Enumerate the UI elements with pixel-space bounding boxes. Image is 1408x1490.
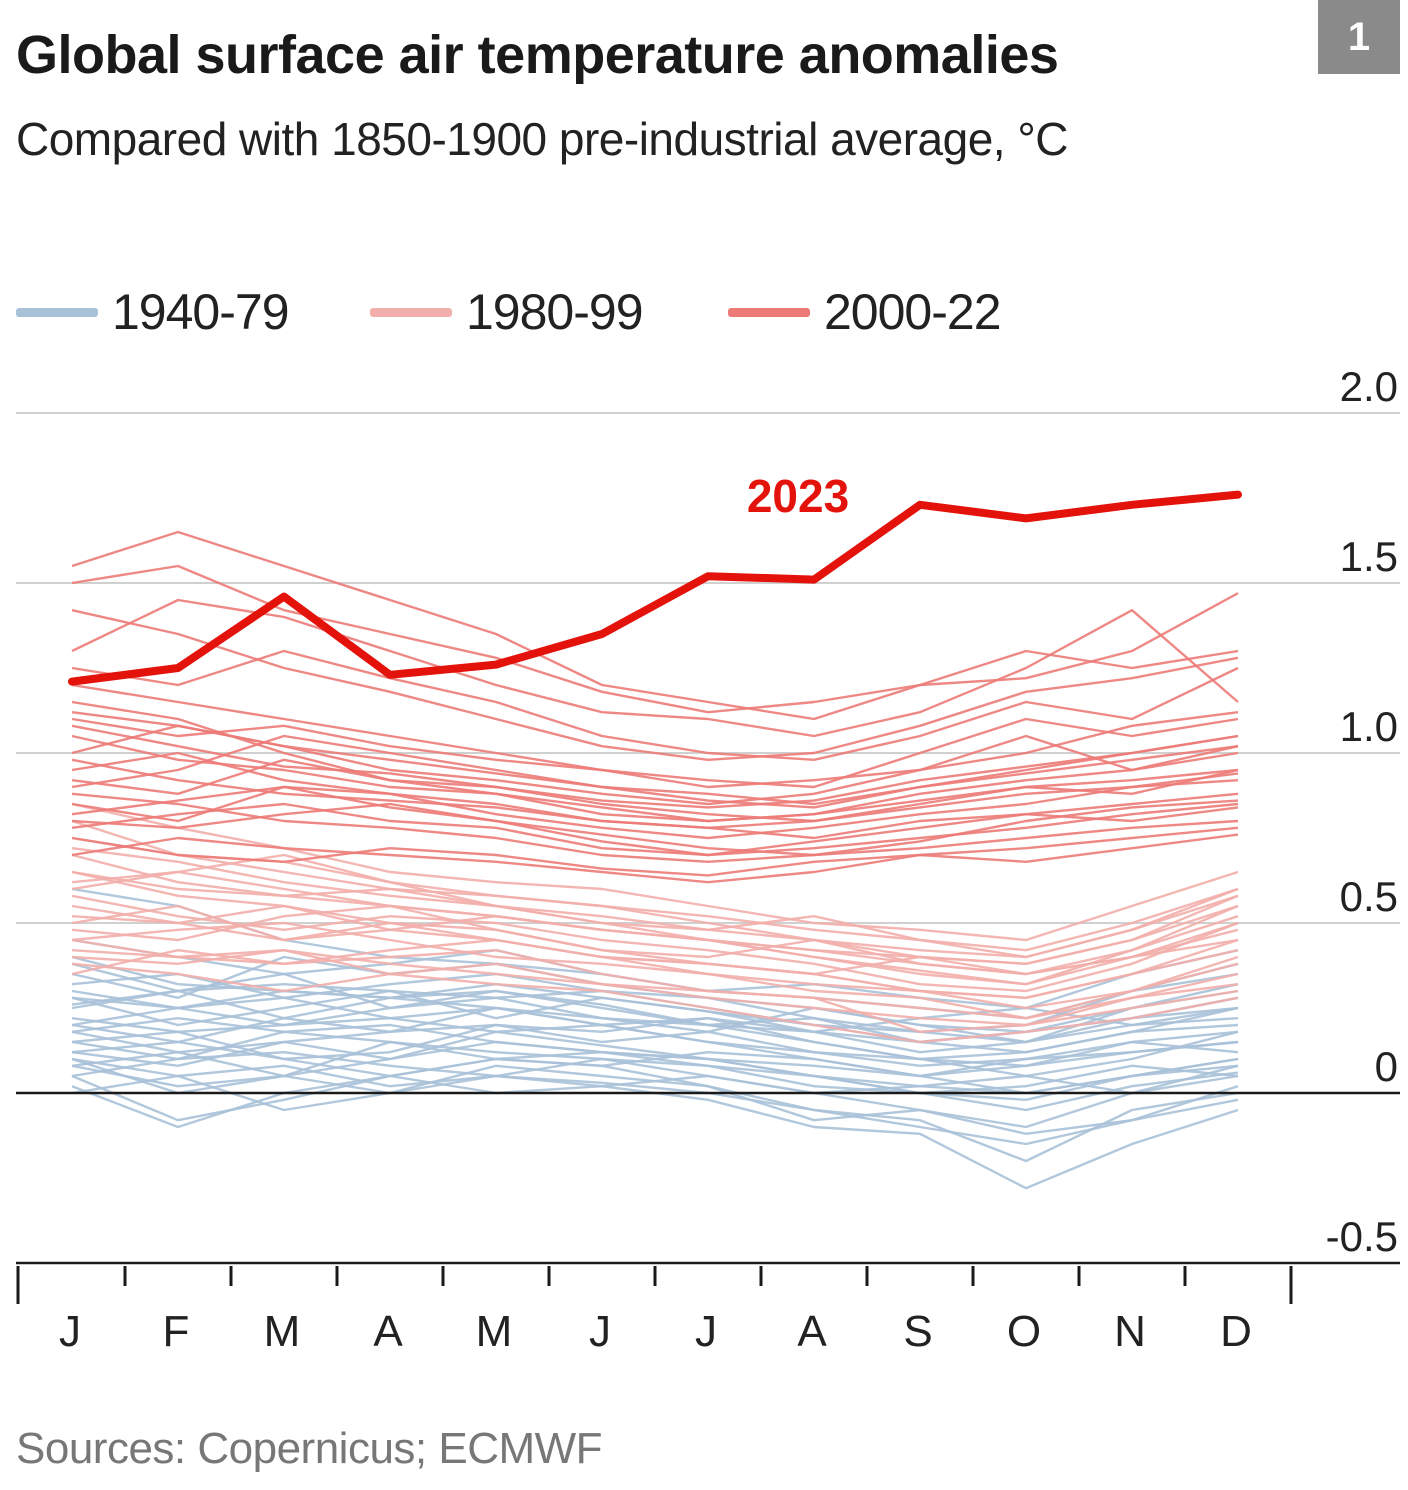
x-tick-label: A — [373, 1307, 403, 1356]
series-2000-22-line-7 — [71, 700, 1239, 823]
series-2000-22-line-22 — [71, 609, 1239, 761]
series-1980-99-line-4 — [71, 921, 1239, 1010]
series-1980-99-line-7 — [71, 962, 1239, 1044]
legend-swatch-2000-22 — [728, 307, 810, 317]
series-2000-22-line-16 — [71, 758, 1239, 823]
series-2000-22-line-2 — [71, 564, 1239, 714]
y-tick-label: 0 — [1375, 1043, 1398, 1090]
x-tick-label: D — [1220, 1307, 1252, 1356]
x-tick-label: S — [903, 1307, 932, 1356]
series-2000-22-line-20 — [71, 785, 1239, 857]
legend-label-1980-99: 1980-99 — [466, 284, 643, 340]
series-2000-22-line-19 — [71, 758, 1239, 829]
y-tick-label: 1.5 — [1340, 533, 1398, 580]
x-tick-label: N — [1114, 1307, 1146, 1356]
series-2000-22-line-4 — [71, 717, 1239, 789]
series-1980-99-line-12 — [71, 802, 1239, 942]
legend-label-2000-22: 2000-22 — [824, 284, 1001, 340]
series-1980-99-line-5 — [71, 819, 1239, 952]
series-2000-22-line-14 — [71, 683, 1239, 789]
y-tick-label: 0.5 — [1340, 873, 1398, 920]
chart-subtitle: Compared with 1850-1900 pre-industrial a… — [16, 113, 1068, 165]
x-tick-label: O — [1007, 1307, 1041, 1356]
series-1980-99-line-17 — [71, 938, 1239, 1020]
x-tick-label: J — [589, 1307, 611, 1356]
series-1980-99-line-13 — [71, 904, 1239, 999]
series-2000-22-line-17 — [71, 833, 1239, 877]
series-2000-22-line-15 — [71, 799, 1239, 857]
legend-item-1980-99: 1980-99 — [370, 280, 643, 344]
series-1940-79-line-20 — [71, 1050, 1239, 1095]
legend-swatch-1980-99 — [370, 307, 452, 317]
x-tick-label: M — [476, 1307, 513, 1356]
series-2000-22-line-10 — [71, 802, 1239, 857]
y-tick-label: -0.5 — [1326, 1213, 1398, 1260]
x-tick-label: F — [163, 1307, 190, 1356]
x-tick-label: J — [695, 1307, 717, 1356]
series-1940-79-line-21 — [71, 962, 1239, 1034]
x-tick-label: A — [797, 1307, 827, 1356]
series-2000-22-line-3 — [71, 649, 1239, 761]
series-1940-79-line-26 — [71, 1040, 1239, 1102]
series-2000-22-line-0 — [71, 530, 1239, 721]
series-2023-line — [68, 490, 1242, 686]
series-1980-99-line-19 — [71, 853, 1239, 959]
series-1940-79-line-27 — [71, 1006, 1239, 1068]
legend-item-2000-22: 2000-22 — [728, 280, 1001, 344]
series-2000-22-line-12 — [71, 826, 1239, 884]
y-tick-label: 2.0 — [1340, 363, 1398, 410]
series-1940-79-line-0 — [71, 1030, 1239, 1112]
series-1940-79-line-24 — [71, 1040, 1239, 1095]
series-1940-79-line-19 — [71, 983, 1239, 1044]
series-1940-79-line-6 — [71, 1064, 1239, 1163]
series-1980-99-line-18 — [71, 870, 1239, 986]
series-2000-22-line-21 — [71, 711, 1239, 809]
legend: 1940-79 1980-99 2000-22 — [16, 280, 1116, 344]
legend-swatch-1940-79 — [16, 307, 98, 317]
series-1940-79-line-7 — [71, 972, 1239, 1044]
source-note: Sources: Copernicus; ECMWF — [16, 1424, 603, 1473]
legend-item-1940-79: 1940-79 — [16, 280, 289, 344]
series-1980-99-line-3 — [71, 870, 1239, 965]
series-2000-22-line-11 — [71, 734, 1239, 823]
series-2000-22-line-18 — [71, 724, 1239, 809]
series-2000-22-line-1 — [71, 598, 1239, 738]
series-2023-label: 2023 — [747, 470, 849, 522]
x-tick-label: M — [264, 1307, 301, 1356]
x-tick-label: J — [59, 1307, 81, 1356]
y-tick-label: 1.0 — [1340, 703, 1398, 750]
line-chart: 2023 2.0 1.5 1.0 0.5 0 -0.5 J F M A M J J A S O N D — [16, 363, 1400, 1356]
series-1940-79-line-18 — [71, 1057, 1239, 1136]
chart-number-badge: 1 — [1318, 0, 1400, 74]
series-1980-99-line-11 — [71, 894, 1239, 993]
series-1940-79-line-22 — [71, 1023, 1239, 1068]
series-2000-22-line-13 — [71, 792, 1239, 863]
chart-title: Global surface air temperature anomalies — [16, 25, 1059, 85]
series-1980-99-line-9 — [71, 847, 1239, 986]
legend-label-1940-79: 1940-79 — [112, 284, 289, 340]
